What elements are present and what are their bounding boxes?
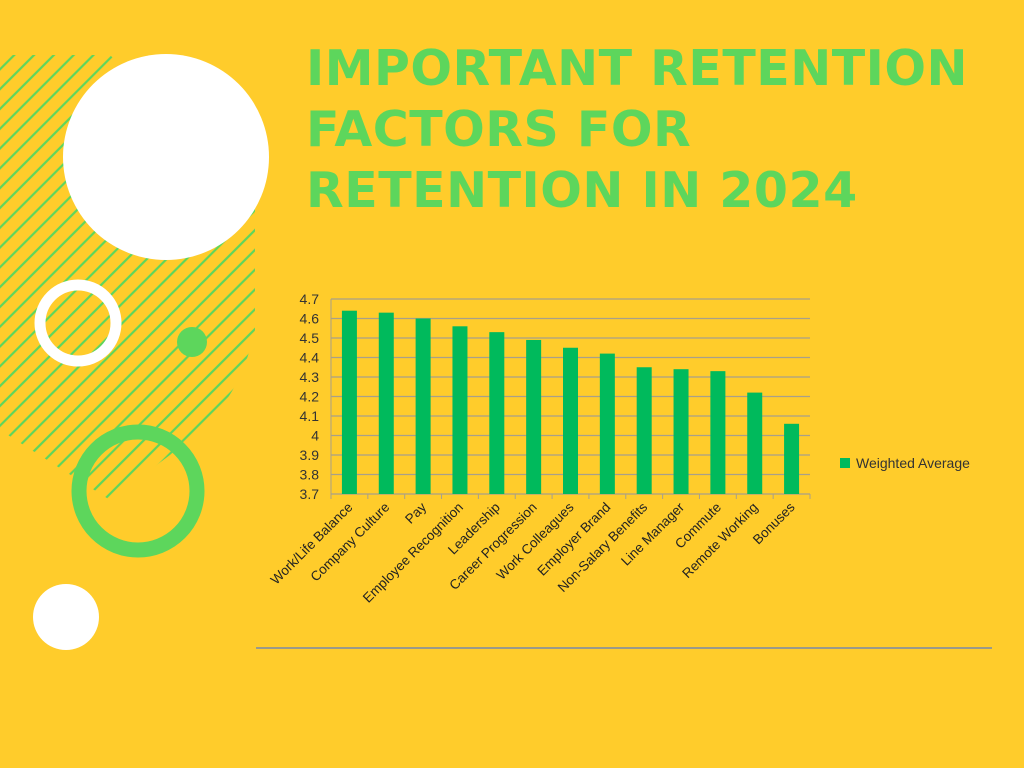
bar xyxy=(636,367,652,494)
y-tick-label: 4.3 xyxy=(300,369,320,385)
y-tick-label: 3.9 xyxy=(300,447,320,463)
y-tick-label: 4.2 xyxy=(300,389,320,405)
white-ring xyxy=(34,279,122,367)
green-ring xyxy=(71,424,205,558)
bar xyxy=(710,371,726,494)
bar xyxy=(452,326,468,494)
green-dot xyxy=(177,327,207,357)
y-tick-label: 4 xyxy=(311,428,319,444)
legend-swatch xyxy=(840,458,850,468)
bar xyxy=(599,353,615,494)
large-white-circle xyxy=(63,54,269,260)
y-tick-label: 4.6 xyxy=(300,311,320,327)
page-title: IMPORTANT RETENTION FACTORS FOR RETENTIO… xyxy=(306,40,969,219)
bar xyxy=(563,347,578,494)
bar xyxy=(415,318,431,494)
bar xyxy=(784,423,800,494)
small-white-circle xyxy=(33,584,99,650)
legend: Weighted Average xyxy=(840,455,970,471)
bar xyxy=(489,332,505,494)
bar xyxy=(673,369,689,494)
bar xyxy=(378,312,394,494)
y-tick-label: 4.1 xyxy=(300,408,320,424)
y-tick-label: 4.4 xyxy=(300,350,320,366)
legend-label: Weighted Average xyxy=(856,455,970,471)
y-tick-label: 4.7 xyxy=(300,291,320,307)
divider-line xyxy=(256,647,992,649)
bar xyxy=(341,310,357,494)
bar xyxy=(526,339,542,494)
bar xyxy=(747,392,763,494)
y-tick-label: 4.5 xyxy=(300,330,320,346)
y-tick-label: 3.7 xyxy=(300,486,320,502)
y-tick-label: 3.8 xyxy=(300,467,320,483)
x-tick-label: Pay xyxy=(402,499,429,526)
